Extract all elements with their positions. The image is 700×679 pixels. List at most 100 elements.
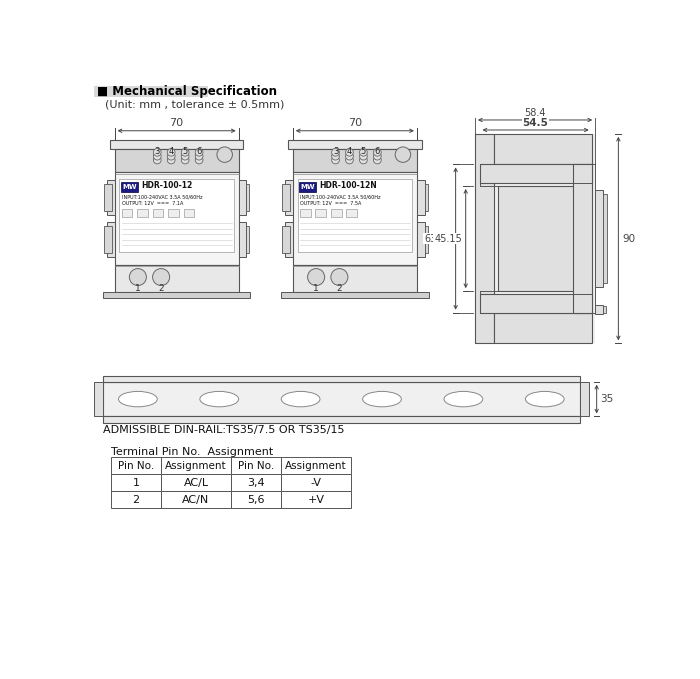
Circle shape bbox=[307, 269, 325, 286]
Circle shape bbox=[360, 152, 368, 160]
Bar bbox=[425, 226, 428, 253]
Text: MW: MW bbox=[300, 184, 315, 190]
Bar bbox=[94, 382, 103, 416]
Text: (Unit: mm , tolerance ± 0.5mm): (Unit: mm , tolerance ± 0.5mm) bbox=[104, 100, 284, 109]
Bar bbox=[246, 226, 249, 253]
Bar bbox=[231, 474, 281, 491]
Bar bbox=[104, 226, 111, 253]
Bar bbox=[103, 375, 580, 382]
Bar bbox=[417, 180, 425, 215]
Text: 5: 5 bbox=[360, 147, 366, 156]
Text: 3: 3 bbox=[155, 147, 160, 156]
Text: AC/L: AC/L bbox=[183, 477, 209, 488]
Circle shape bbox=[167, 152, 175, 160]
Bar bbox=[107, 223, 115, 257]
Text: 45.15: 45.15 bbox=[434, 234, 462, 244]
Bar bbox=[331, 209, 342, 217]
Circle shape bbox=[195, 149, 203, 156]
Text: HDR-100-12N: HDR-100-12N bbox=[319, 181, 377, 190]
Bar bbox=[288, 140, 421, 149]
Circle shape bbox=[153, 152, 161, 160]
Text: 2: 2 bbox=[337, 284, 342, 293]
Bar bbox=[94, 86, 209, 97]
Ellipse shape bbox=[118, 391, 158, 407]
Ellipse shape bbox=[200, 391, 239, 407]
Circle shape bbox=[360, 149, 368, 156]
Text: Pin No.: Pin No. bbox=[238, 461, 274, 471]
Bar bbox=[475, 134, 493, 344]
Circle shape bbox=[332, 149, 340, 156]
Circle shape bbox=[332, 156, 340, 164]
Bar bbox=[137, 209, 148, 217]
Text: 70: 70 bbox=[169, 117, 183, 128]
Text: Assignment: Assignment bbox=[286, 461, 347, 471]
Text: 1: 1 bbox=[314, 284, 319, 293]
Ellipse shape bbox=[444, 391, 483, 407]
Text: 3: 3 bbox=[332, 147, 338, 156]
Text: 4: 4 bbox=[169, 147, 174, 156]
Bar bbox=[425, 184, 428, 211]
Bar bbox=[231, 491, 281, 508]
Bar bbox=[111, 491, 161, 508]
Text: 90: 90 bbox=[622, 234, 636, 244]
Text: OUTPUT: 12V  ===  7.1A: OUTPUT: 12V === 7.1A bbox=[122, 200, 183, 206]
Text: MW: MW bbox=[122, 184, 136, 190]
Text: 1: 1 bbox=[135, 284, 141, 293]
Circle shape bbox=[346, 152, 354, 160]
Bar bbox=[107, 180, 115, 215]
Text: 54.5: 54.5 bbox=[523, 117, 549, 128]
Bar bbox=[111, 457, 161, 474]
Bar bbox=[293, 172, 417, 265]
Bar bbox=[580, 382, 589, 416]
Bar bbox=[346, 209, 357, 217]
Bar bbox=[104, 184, 111, 211]
Circle shape bbox=[360, 156, 368, 164]
Circle shape bbox=[130, 269, 146, 286]
Text: ■ Mechanical Specification: ■ Mechanical Specification bbox=[97, 85, 276, 98]
Bar bbox=[480, 164, 592, 183]
Bar bbox=[103, 416, 580, 422]
Bar bbox=[183, 209, 195, 217]
Bar bbox=[282, 184, 290, 211]
Bar bbox=[122, 209, 132, 217]
Bar bbox=[239, 180, 246, 215]
Text: AC/N: AC/N bbox=[183, 494, 209, 504]
Text: 2: 2 bbox=[132, 494, 139, 504]
Bar bbox=[115, 172, 239, 265]
Text: 63.65: 63.65 bbox=[424, 234, 452, 244]
Text: Pin No.: Pin No. bbox=[118, 461, 154, 471]
Circle shape bbox=[167, 149, 175, 156]
Bar bbox=[494, 312, 592, 344]
Bar bbox=[246, 184, 249, 211]
Bar bbox=[103, 382, 580, 416]
Bar bbox=[300, 209, 311, 217]
Bar bbox=[161, 491, 231, 508]
Text: 3,4: 3,4 bbox=[247, 477, 265, 488]
Text: 6: 6 bbox=[374, 147, 380, 156]
Text: 35: 35 bbox=[601, 394, 614, 404]
Bar bbox=[293, 265, 417, 292]
Bar bbox=[110, 140, 244, 149]
Text: 5,6: 5,6 bbox=[247, 494, 265, 504]
Circle shape bbox=[331, 269, 348, 286]
Bar bbox=[285, 223, 293, 257]
Bar bbox=[285, 180, 293, 215]
Bar bbox=[282, 226, 290, 253]
Circle shape bbox=[346, 156, 354, 164]
Bar bbox=[417, 223, 425, 257]
Bar bbox=[111, 474, 161, 491]
Bar bbox=[168, 209, 179, 217]
Circle shape bbox=[153, 156, 161, 164]
Circle shape bbox=[153, 149, 161, 156]
Bar bbox=[498, 186, 582, 291]
Bar bbox=[281, 292, 428, 298]
Text: Terminal Pin No.  Assignment: Terminal Pin No. Assignment bbox=[111, 447, 273, 457]
Circle shape bbox=[181, 149, 189, 156]
Text: 5: 5 bbox=[183, 147, 188, 156]
Circle shape bbox=[374, 152, 382, 160]
Circle shape bbox=[181, 152, 189, 160]
Bar bbox=[119, 179, 234, 252]
Circle shape bbox=[195, 152, 203, 160]
Bar bbox=[315, 209, 326, 217]
Bar bbox=[161, 474, 231, 491]
